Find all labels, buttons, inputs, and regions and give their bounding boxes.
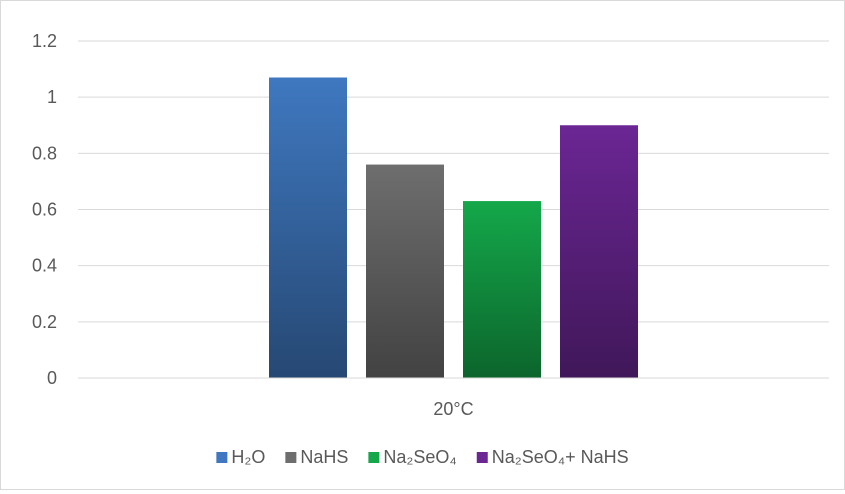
- y-tick-label: 0.8: [32, 143, 57, 163]
- bar-na-seo-nahs: [560, 125, 638, 378]
- bar-h-o: [269, 77, 347, 378]
- legend-swatch: [216, 452, 228, 463]
- legend-label: Na₂SeO₄: [383, 447, 456, 467]
- legend-item: NaHS: [285, 447, 348, 467]
- y-tick-label: 1: [47, 87, 57, 107]
- legend-label: NaHS: [300, 447, 348, 467]
- legend-label: H₂O: [231, 447, 265, 467]
- category-label: 20°C: [433, 399, 473, 419]
- y-axis-tick-labels: 0 0.2 0.4 0.6 0.8 1 1.2: [32, 31, 57, 388]
- y-tick-label: 0: [47, 368, 57, 388]
- bar-na-seo-: [463, 201, 541, 378]
- legend-item: Na₂SeO₄+ NaHS: [476, 447, 629, 467]
- legend-swatch: [285, 452, 297, 463]
- y-tick-label: 0.4: [32, 256, 57, 276]
- y-tick-label: 0.6: [32, 200, 57, 220]
- legend-label: Na₂SeO₄+ NaHS: [492, 447, 629, 467]
- y-tick-label: 1.2: [32, 31, 57, 51]
- category-labels: 20°C: [433, 399, 473, 419]
- legend-item: H₂O: [216, 447, 265, 467]
- bar-nahs: [366, 164, 444, 378]
- bars: [269, 77, 638, 378]
- legend-swatch: [368, 452, 380, 463]
- legend-swatch: [476, 452, 488, 463]
- gridlines: [78, 40, 829, 323]
- legend-item: Na₂SeO₄: [368, 447, 457, 467]
- legend: H₂O NaHS Na₂SeO₄ Na₂SeO₄+ NaHS: [216, 447, 629, 467]
- y-tick-label: 0.2: [32, 312, 57, 332]
